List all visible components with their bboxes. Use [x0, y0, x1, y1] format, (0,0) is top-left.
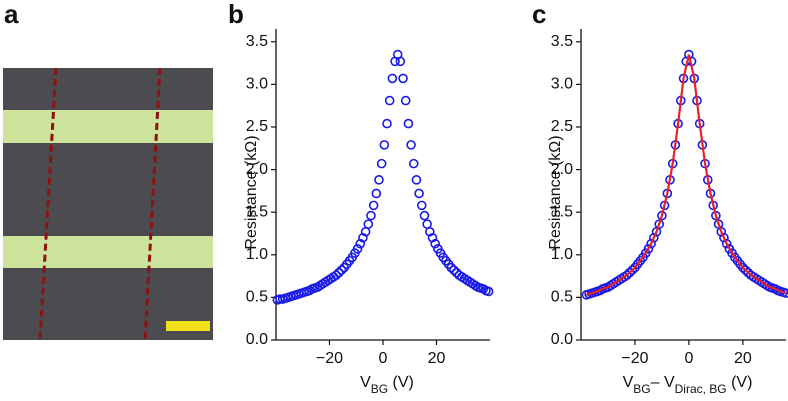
data-point	[738, 262, 748, 273]
data-point	[627, 265, 638, 275]
y-tick-label: 2.5	[551, 118, 573, 135]
data-point	[427, 232, 438, 243]
y-tick-label: 2.0	[246, 161, 268, 178]
y-tick-label: 0.5	[246, 289, 268, 306]
data-point	[643, 244, 654, 254]
micrograph	[3, 67, 213, 341]
x-axis-label: VBG (V)	[360, 374, 414, 396]
data-point	[649, 232, 659, 243]
y-tick-label: 1.0	[246, 246, 268, 263]
y-tick-label: 3.5	[246, 33, 268, 50]
data-point	[334, 267, 344, 278]
data-point	[363, 219, 374, 229]
electrode	[3, 236, 213, 268]
y-tick-label: 3.0	[551, 76, 573, 93]
data-point	[331, 270, 341, 281]
x-tick-label: −20	[316, 350, 343, 367]
data-point	[371, 188, 382, 199]
data-point	[446, 262, 457, 273]
y-tick-label: 0.0	[551, 331, 573, 348]
data-point	[374, 175, 384, 185]
x-axis-label-part: BG	[371, 382, 388, 396]
x-axis-label-part: BG	[633, 382, 650, 396]
data-point	[358, 232, 368, 243]
y-tick-label: 2.0	[551, 161, 573, 178]
panel-label: b	[228, 0, 244, 29]
data-point	[425, 226, 435, 237]
y-tick-label: 3.5	[551, 33, 573, 50]
data-point	[430, 238, 440, 249]
data-point	[379, 140, 390, 150]
x-axis-label-part: (V)	[727, 374, 753, 391]
x-axis-label-part: – V	[651, 374, 675, 391]
data-point	[395, 56, 406, 67]
data-point	[419, 210, 430, 221]
x-axis-label-part: V	[623, 374, 634, 391]
data-point	[716, 226, 727, 237]
y-tick-label: 1.0	[551, 246, 573, 263]
data-point	[449, 265, 459, 275]
data-point	[624, 267, 635, 278]
x-axis-label-part: Dirac, BG	[675, 382, 727, 396]
x-tick-label: 20	[428, 350, 446, 367]
x-tick-label: −20	[621, 350, 648, 367]
data-point	[654, 219, 665, 229]
fit-line	[586, 54, 787, 296]
data-point	[355, 238, 366, 249]
data-point	[422, 219, 432, 229]
x-tick-label: 20	[734, 350, 752, 367]
electrode	[3, 110, 213, 143]
data-point	[719, 232, 729, 243]
flake-edge	[143, 67, 162, 341]
y-tick-label: 3.0	[246, 76, 268, 93]
data-point	[387, 73, 398, 84]
data-point	[406, 140, 416, 150]
x-axis-label-part: (V)	[388, 374, 414, 391]
data-point	[622, 270, 632, 281]
flake-edge	[38, 67, 58, 341]
data-point	[408, 158, 419, 169]
data-point	[740, 265, 751, 275]
y-tick-label: 1.5	[551, 203, 573, 220]
data-point	[721, 238, 732, 249]
x-axis-label: VBG– VDirac, BG (V)	[623, 374, 753, 396]
data-point	[414, 188, 424, 199]
data-point	[368, 200, 379, 211]
data-point	[781, 288, 788, 298]
micrograph-background	[3, 68, 213, 340]
x-tick-label: 0	[684, 350, 693, 367]
x-tick-label: 0	[379, 350, 388, 367]
data-point	[382, 118, 392, 129]
scale-bar	[166, 321, 210, 331]
data-point	[411, 175, 422, 185]
data-point	[646, 238, 656, 249]
data-point	[400, 95, 411, 106]
panel-label: a	[4, 0, 19, 29]
data-point	[398, 73, 408, 84]
y-tick-label: 2.5	[246, 118, 268, 135]
data-point	[483, 286, 494, 297]
y-axis-label: Resistance (kΩ)	[547, 135, 564, 249]
y-tick-label: 1.5	[246, 203, 268, 220]
y-axis-label: Resistance (kΩ)	[243, 135, 260, 249]
data-point	[416, 200, 427, 211]
y-tick-label: 0.5	[551, 289, 573, 306]
data-point	[352, 244, 363, 254]
panel-label: c	[532, 0, 546, 29]
data-point	[366, 210, 376, 221]
data-point	[336, 265, 347, 275]
data-point	[376, 158, 387, 169]
data-point	[384, 95, 395, 106]
x-axis-label-part: V	[360, 374, 371, 391]
y-tick-label: 0.0	[246, 331, 268, 348]
data-point	[403, 118, 414, 129]
